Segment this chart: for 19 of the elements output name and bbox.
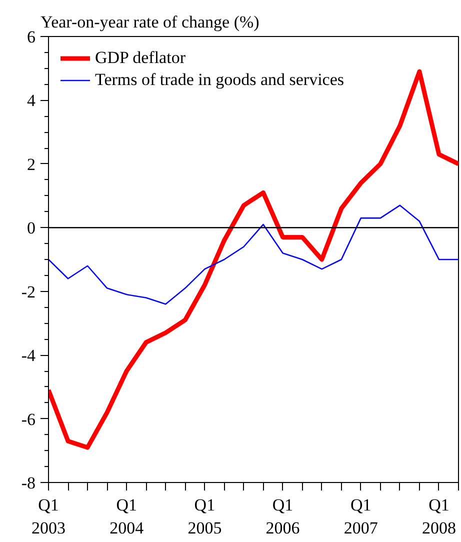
line-series bbox=[48, 204, 458, 305]
y-tick-label: -6 bbox=[21, 410, 36, 429]
y-tick-label: 4 bbox=[27, 91, 36, 110]
legend-label: Terms of trade in goods and services bbox=[95, 70, 344, 90]
x-tick-label: Q1 2007 bbox=[344, 496, 378, 538]
y-tick-label: -2 bbox=[21, 282, 36, 302]
x-tick-label: Q1 2008 bbox=[422, 496, 456, 538]
y-axis-title: Year-on-year rate of change (%) bbox=[40, 12, 260, 32]
y-tick-label: -4 bbox=[21, 346, 36, 366]
legend-label: GDP deflator bbox=[95, 48, 186, 68]
x-tick-label: Q1 2004 bbox=[110, 496, 144, 538]
y-tick-label: 0 bbox=[27, 218, 36, 238]
x-tick-label: Q1 2005 bbox=[188, 496, 222, 538]
x-tick-label: Q1 2003 bbox=[32, 496, 66, 538]
line-series bbox=[48, 69, 458, 450]
y-tick-label: 2 bbox=[27, 154, 36, 174]
y-tick-label: 6 bbox=[27, 28, 36, 46]
y-tick-label: -8 bbox=[21, 474, 36, 492]
x-tick-label: Q1 2006 bbox=[266, 496, 300, 538]
